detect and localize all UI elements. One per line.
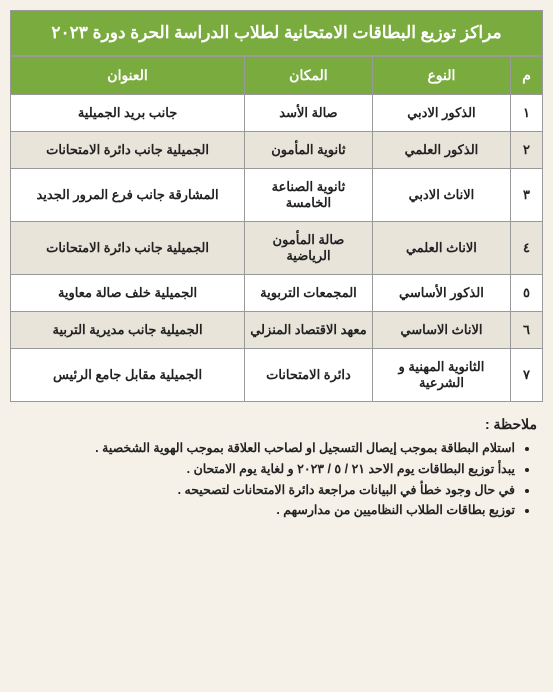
cell-num: ٦ <box>511 312 543 349</box>
cell-address: الجميلية جانب دائرة الامتحانات <box>11 222 245 275</box>
table-row: ٤ الاناث العلمي صالة المأمون الرياضية ال… <box>11 222 543 275</box>
note-item: في حال وجود خطأ في البيانات مراجعة دائرة… <box>16 481 515 500</box>
cell-type: الاناث العلمي <box>372 222 510 275</box>
cell-num: ٥ <box>511 275 543 312</box>
notes-list: استلام البطاقة بموجب إيصال التسجيل او لص… <box>16 439 537 520</box>
cell-type: الاناث الاساسي <box>372 312 510 349</box>
col-header-num: م <box>511 57 543 95</box>
cell-place: المجمعات التربوية <box>245 275 373 312</box>
cell-place: معهد الاقتصاد المنزلي <box>245 312 373 349</box>
cell-num: ٢ <box>511 132 543 169</box>
col-header-place: المكان <box>245 57 373 95</box>
table-row: ٣ الاناث الادبي ثانوية الصناعة الخامسة ا… <box>11 169 543 222</box>
page-title: مراكز توزيع البطاقات الامتحانية لطلاب ال… <box>10 10 543 56</box>
cell-address: المشارقة جانب فرع المرور الجديد <box>11 169 245 222</box>
cell-place: دائرة الامتحانات <box>245 349 373 402</box>
notes-title: ملاحظة : <box>16 416 537 433</box>
cell-address: الجميلية خلف صالة معاوية <box>11 275 245 312</box>
centers-table: م النوع المكان العنوان ١ الذكور الادبي ص… <box>10 56 543 402</box>
cell-address: الجميلية جانب مديرية التربية <box>11 312 245 349</box>
cell-type: الثانوية المهنية و الشرعية <box>372 349 510 402</box>
col-header-address: العنوان <box>11 57 245 95</box>
table-header-row: م النوع المكان العنوان <box>11 57 543 95</box>
cell-num: ١ <box>511 95 543 132</box>
cell-address: الجميلية مقابل جامع الرئيس <box>11 349 245 402</box>
note-item: توزيع بطاقات الطلاب النظاميين من مدارسهم… <box>16 501 515 520</box>
cell-type: الذكور الأساسي <box>372 275 510 312</box>
note-item: استلام البطاقة بموجب إيصال التسجيل او لص… <box>16 439 515 458</box>
cell-place: صالة الأسد <box>245 95 373 132</box>
cell-address: جانب بريد الجميلية <box>11 95 245 132</box>
cell-type: الذكور الادبي <box>372 95 510 132</box>
table-row: ١ الذكور الادبي صالة الأسد جانب بريد الج… <box>11 95 543 132</box>
cell-num: ٧ <box>511 349 543 402</box>
cell-place: صالة المأمون الرياضية <box>245 222 373 275</box>
notes-section: ملاحظة : استلام البطاقة بموجب إيصال التس… <box>10 416 543 520</box>
table-row: ٧ الثانوية المهنية و الشرعية دائرة الامت… <box>11 349 543 402</box>
table-row: ٥ الذكور الأساسي المجمعات التربوية الجمي… <box>11 275 543 312</box>
note-item: يبدأ توزيع البطاقات يوم الاحد ٢١ / ٥ / ٢… <box>16 460 515 479</box>
page-container: مراكز توزيع البطاقات الامتحانية لطلاب ال… <box>0 0 553 532</box>
cell-num: ٣ <box>511 169 543 222</box>
table-row: ٢ الذكور العلمي ثانوية المأمون الجميلية … <box>11 132 543 169</box>
cell-type: الذكور العلمي <box>372 132 510 169</box>
cell-type: الاناث الادبي <box>372 169 510 222</box>
table-row: ٦ الاناث الاساسي معهد الاقتصاد المنزلي ا… <box>11 312 543 349</box>
cell-address: الجميلية جانب دائرة الامتحانات <box>11 132 245 169</box>
col-header-type: النوع <box>372 57 510 95</box>
cell-place: ثانوية المأمون <box>245 132 373 169</box>
cell-num: ٤ <box>511 222 543 275</box>
cell-place: ثانوية الصناعة الخامسة <box>245 169 373 222</box>
